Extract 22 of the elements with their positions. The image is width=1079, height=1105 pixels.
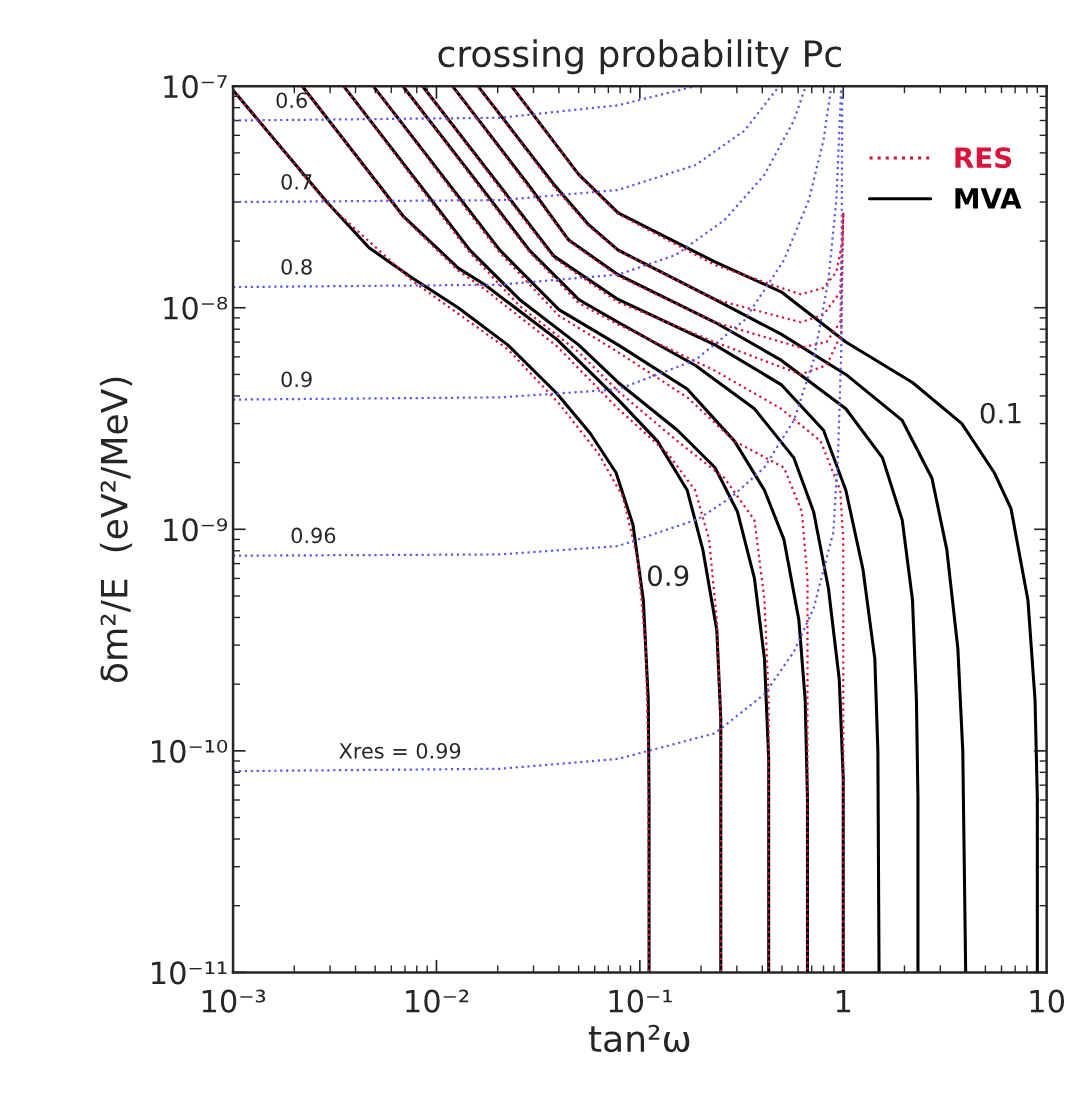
annotation: 0.9 [647,565,689,587]
y-tick-label: 10⁻⁷ [164,75,227,99]
annotation: 0.1 [980,402,1021,424]
x-tick-label: 1 [836,990,851,1013]
y-tick-label: 10⁻¹⁰ [152,739,228,763]
x-tick-label: 10 [1030,989,1065,1013]
annotation: 0.8 [281,258,312,275]
chart-title: crossing probability Pc [438,39,841,75]
legend-label: RES [955,147,1012,169]
y-tick-label: 10⁻⁸ [164,296,228,320]
annotation: Xres = 0.99 [339,742,461,759]
annotation: 0.9 [281,371,312,388]
y-tick-label: 10⁻⁹ [164,518,228,542]
y-tick-label: 10⁻¹¹ [152,961,227,985]
x-tick-label: 10⁻¹ [609,989,672,1013]
legend-label: MVA [955,188,1022,209]
y-axis-title: δm²/E (eV²/MeV) [99,377,133,683]
annotation: 0.6 [276,92,307,109]
x-tick-label: 10⁻² [406,989,469,1013]
annotation: 0.96 [291,527,336,544]
x-axis-title: tan²ω [588,1024,690,1053]
x-tick-label: 10⁻³ [202,989,266,1013]
